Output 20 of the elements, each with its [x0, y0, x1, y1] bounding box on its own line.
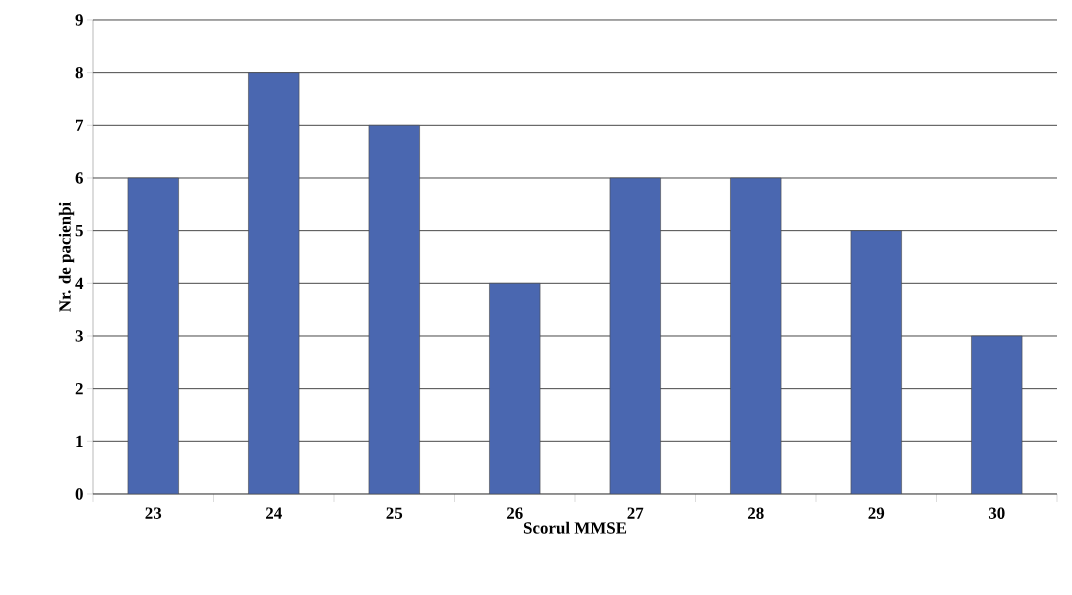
- y-tick-label: 0: [75, 488, 83, 500]
- y-tick-label: 2: [75, 383, 83, 395]
- y-tick-label: 5: [75, 225, 83, 237]
- y-tick-label: 1: [76, 435, 83, 447]
- y-tick-label: 7: [75, 119, 84, 131]
- x-tick-label: 27: [627, 507, 644, 519]
- x-tick-label: 29: [868, 507, 885, 519]
- x-tick-label: 26: [507, 507, 523, 519]
- y-tick-label: 4: [75, 277, 84, 289]
- x-tick-label: 25: [386, 507, 403, 519]
- x-tick-label: 23: [145, 507, 162, 519]
- y-tick-label: 3: [75, 330, 83, 342]
- y-tick-label: 8: [75, 66, 83, 79]
- x-tick-label: 24: [266, 507, 282, 519]
- x-tick-label: 28: [748, 507, 764, 519]
- y-axis-title: Nr. de pacienþi: [58, 202, 75, 312]
- x-axis-title: Scorul MMSE: [523, 521, 627, 534]
- y-tick-label: 6: [75, 172, 83, 184]
- y-tick-label: 9: [75, 14, 83, 26]
- x-tick-label: 30: [988, 507, 1005, 519]
